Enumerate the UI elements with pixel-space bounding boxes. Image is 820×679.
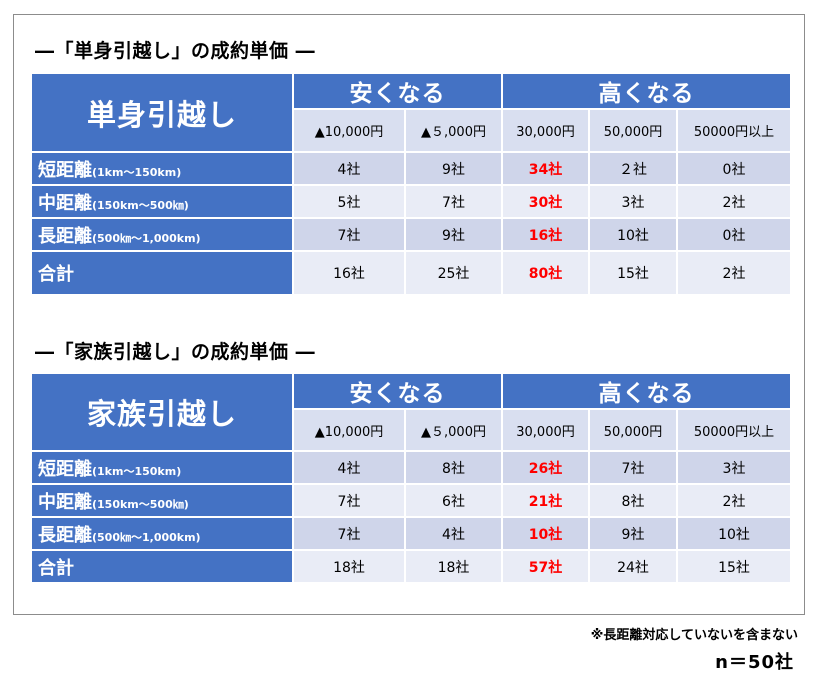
column-header: ▲10,000円: [292, 408, 406, 452]
table-cell: 25社: [404, 250, 503, 296]
column-header: 50000円以上: [675, 108, 793, 153]
row-header: 長距離(500㎞～1,000km): [30, 217, 294, 252]
table-cell: 7社: [404, 184, 503, 219]
table-cell: 18社: [292, 549, 406, 584]
row-name: 合計: [38, 557, 74, 579]
row-name: 長距離: [38, 225, 92, 247]
row-header: 合計: [30, 250, 294, 296]
table-cell-highlight: 34社: [501, 151, 590, 186]
sample-size: n＝50社: [715, 652, 794, 673]
single-move-price-table: 単身引越し 安くなる 高くなる ▲10,000円 ▲５,000円 30,000円…: [30, 72, 793, 296]
group-header-pricier: 高くなる: [500, 72, 793, 110]
table-cell: 2社: [675, 483, 793, 518]
column-header: 50,000円: [588, 408, 678, 452]
table-cell-highlight: 30社: [501, 184, 590, 219]
table-cell: 7社: [292, 483, 406, 518]
row-header: 長距離(500㎞～1,000km): [30, 516, 294, 551]
column-header: ▲５,000円: [404, 408, 503, 452]
table-row: 長距離(500㎞～1,000km) 7社 9社 16社 10社 0社: [30, 217, 793, 252]
table-cell: 0社: [675, 217, 793, 252]
row-header: 中距離(150km～500㎞): [30, 184, 294, 219]
table-cell-highlight: 80社: [501, 250, 590, 296]
row-range: (1km～150km): [92, 165, 182, 179]
column-header: 50000円以上: [675, 408, 793, 452]
table-cell-highlight: 57社: [501, 549, 590, 584]
table-cell: 2社: [675, 250, 793, 296]
table-label: 家族引越し: [30, 372, 294, 452]
row-range: (150km～500㎞): [92, 497, 189, 511]
row-range: (500㎞～1,000km): [92, 231, 201, 245]
row-range: (500㎞～1,000km): [92, 530, 201, 544]
table-cell: 15社: [588, 250, 678, 296]
table-cell: 10社: [675, 516, 793, 551]
column-header: 50,000円: [588, 108, 678, 153]
column-header: ▲５,000円: [404, 108, 503, 153]
table-cell: 16社: [292, 250, 406, 296]
family-move-price-table: 家族引越し 安くなる 高くなる ▲10,000円 ▲５,000円 30,000円…: [30, 372, 793, 584]
row-name: 中距離: [38, 192, 92, 214]
table-cell: 4社: [292, 450, 406, 485]
table-row: 中距離(150km～500㎞) 7社 6社 21社 8社 2社: [30, 483, 793, 518]
table-cell: 8社: [404, 450, 503, 485]
table-row-total: 合計 18社 18社 57社 24社 15社: [30, 549, 793, 584]
row-range: (1km～150km): [92, 464, 182, 478]
table-row: 中距離(150km～500㎞) 5社 7社 30社 3社 2社: [30, 184, 793, 219]
table-cell: ２社: [588, 151, 678, 186]
table-cell: 3社: [588, 184, 678, 219]
table-cell: 5社: [292, 184, 406, 219]
column-header: 30,000円: [501, 108, 590, 153]
row-name: 合計: [38, 264, 74, 285]
table-cell: 6社: [404, 483, 503, 518]
group-header-cheaper: 安くなる: [292, 372, 503, 410]
column-header: 30,000円: [501, 408, 590, 452]
group-header-pricier: 高くなる: [500, 372, 793, 410]
table-row: 短距離(1km～150km) 4社 9社 34社 ２社 0社: [30, 151, 793, 186]
table-cell: 2社: [675, 184, 793, 219]
row-name: 短距離: [38, 159, 92, 181]
footnote: ※長距離対応していないを含まない: [590, 628, 798, 643]
table-cell: 9社: [588, 516, 678, 551]
table-cell: 24社: [588, 549, 678, 584]
section-title-single: ―「単身引越し」の成約単価 ―: [35, 40, 316, 62]
table-cell: 10社: [588, 217, 678, 252]
table-cell: 7社: [292, 516, 406, 551]
section-title-family: ―「家族引越し」の成約単価 ―: [35, 341, 316, 363]
row-name: 中距離: [38, 491, 92, 513]
table-cell: 3社: [675, 450, 793, 485]
table-label: 単身引越し: [30, 72, 294, 153]
row-name: 短距離: [38, 458, 92, 480]
table-row: 長距離(500㎞～1,000km) 7社 4社 10社 9社 10社: [30, 516, 793, 551]
row-header: 中距離(150km～500㎞): [30, 483, 294, 518]
row-header: 短距離(1km～150km): [30, 450, 294, 485]
table-cell: 0社: [675, 151, 793, 186]
table-cell: 9社: [404, 151, 503, 186]
row-header: 合計: [30, 549, 294, 584]
table-cell: 8社: [588, 483, 678, 518]
row-range: (150km～500㎞): [92, 198, 189, 212]
column-header: ▲10,000円: [292, 108, 406, 153]
table-row-total: 合計 16社 25社 80社 15社 2社: [30, 250, 793, 296]
row-header: 短距離(1km～150km): [30, 151, 294, 186]
table-cell: 7社: [292, 217, 406, 252]
table-cell: 4社: [404, 516, 503, 551]
table-cell: 7社: [588, 450, 678, 485]
table-cell-highlight: 10社: [501, 516, 590, 551]
table-cell-highlight: 16社: [501, 217, 590, 252]
table-cell: 15社: [675, 549, 793, 584]
table-row: 短距離(1km～150km) 4社 8社 26社 7社 3社: [30, 450, 793, 485]
table-cell: 9社: [404, 217, 503, 252]
group-header-cheaper: 安くなる: [292, 72, 503, 110]
table-cell: 4社: [292, 151, 406, 186]
row-name: 長距離: [38, 524, 92, 546]
table-cell-highlight: 26社: [501, 450, 590, 485]
table-cell-highlight: 21社: [501, 483, 590, 518]
table-cell: 18社: [404, 549, 503, 584]
